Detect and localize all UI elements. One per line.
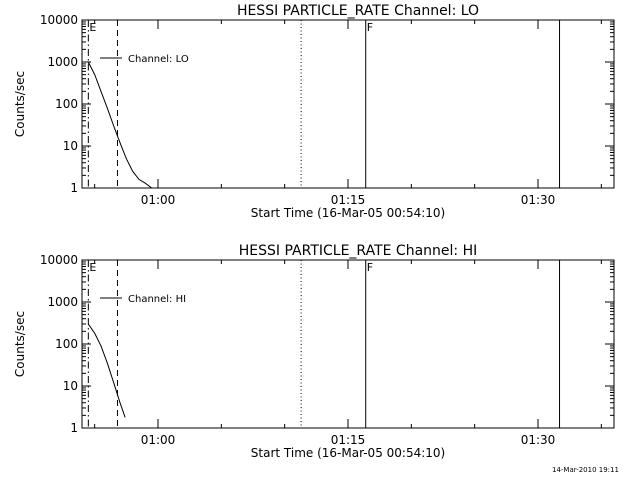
y-tick-label: 1000: [47, 295, 78, 309]
y-tick-label: 1: [70, 181, 78, 195]
x-tick-label: 01:00: [141, 193, 176, 207]
x-tick-label: 01:00: [141, 433, 176, 447]
data-point: [124, 417, 126, 418]
legend-label: Channel: LO: [128, 54, 189, 65]
chart-title: HESSI PARTICLE_RATE Channel: HI: [239, 243, 477, 259]
series-line: [87, 61, 152, 189]
x-tick-label: 01:30: [521, 193, 556, 207]
y-tick-label: 10000: [40, 253, 78, 267]
data-point: [94, 333, 95, 334]
data-point: [119, 402, 121, 404]
data-point: [145, 182, 146, 184]
footer-timestamp: 14-Mar-2010 19:11: [552, 466, 619, 474]
x-tick-label: 01:15: [331, 433, 366, 447]
data-point: [113, 382, 114, 384]
chart-panel-2: HESSI PARTICLE_RATE Channel: HI 1 10 100 100…: [13, 243, 615, 460]
data-point: [88, 61, 89, 63]
data-point: [100, 345, 102, 347]
data-point: [107, 362, 108, 364]
y-tick-label: 10: [63, 379, 78, 393]
y-axis-label: Counts/sec: [13, 71, 27, 137]
event-marker-label: F: [367, 21, 373, 34]
event-marker-label: F: [367, 261, 373, 274]
data-point: [94, 74, 95, 75]
x-tick-label: 01:30: [521, 433, 556, 447]
data-point: [132, 171, 133, 172]
y-tick-label: 1: [70, 421, 78, 435]
x-axis-label: Start Time (16-Mar-05 00:54:10): [251, 446, 445, 460]
y-tick-label: 1000: [47, 55, 78, 69]
plot-frame: [81, 19, 615, 189]
data-point: [126, 158, 127, 159]
chart-title: HESSI PARTICLE_RATE Channel: LO: [237, 3, 479, 19]
data-point: [100, 91, 102, 92]
y-tick-label: 100: [55, 337, 78, 351]
legend-label: Channel: HI: [128, 294, 186, 305]
data-point: [119, 142, 121, 143]
event-marker-label: E: [89, 261, 96, 274]
y-tick-label: 100: [55, 97, 78, 111]
x-tick-label: 01:15: [331, 193, 366, 207]
x-axis-label: Start Time (16-Mar-05 00:54:10): [251, 206, 445, 220]
data-point: [88, 323, 89, 325]
data-point: [107, 107, 108, 109]
data-point: [151, 187, 152, 189]
data-point: [138, 179, 140, 180]
y-tick-label: 10: [63, 139, 78, 153]
data-point: [113, 125, 114, 127]
series-line: [87, 323, 126, 418]
event-marker-label: E: [89, 21, 96, 34]
plot-frame: [81, 259, 615, 429]
y-tick-label: 10000: [40, 13, 78, 27]
y-axis-label: Counts/sec: [13, 311, 27, 377]
chart-panel-1: HESSI PARTICLE_RATE Channel: LO 1 10 100 100…: [13, 3, 615, 220]
